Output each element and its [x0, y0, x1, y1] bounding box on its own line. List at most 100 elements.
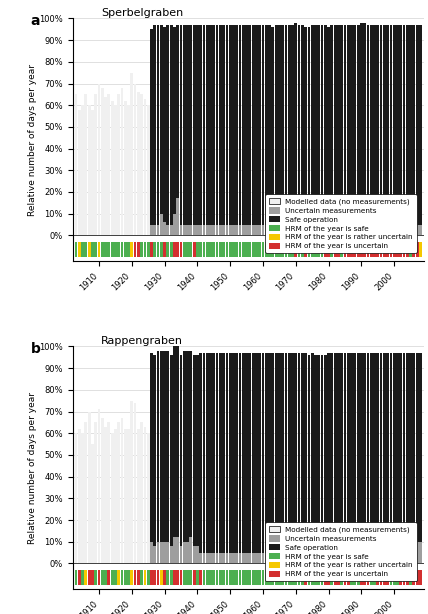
Bar [354, 25, 356, 225]
Bar [285, 353, 287, 553]
Bar [209, 225, 212, 235]
Bar [318, 546, 320, 564]
Bar [104, 427, 107, 564]
Bar [271, 27, 274, 229]
Bar [232, 553, 235, 564]
Bar [190, 25, 192, 225]
Bar [88, 105, 91, 235]
Bar [104, 570, 107, 585]
Bar [193, 570, 196, 585]
Bar [380, 570, 383, 585]
Bar [229, 242, 232, 257]
Bar [193, 546, 196, 564]
Bar [235, 353, 238, 553]
Bar [98, 242, 101, 257]
Bar [370, 25, 373, 225]
Bar [413, 353, 415, 542]
Bar [180, 355, 182, 546]
Bar [324, 546, 327, 564]
Bar [153, 242, 156, 257]
Bar [176, 242, 179, 257]
Bar [150, 225, 153, 235]
Bar [340, 570, 343, 585]
Bar [376, 570, 379, 585]
Bar [357, 242, 360, 257]
Bar [206, 570, 208, 585]
Bar [409, 242, 412, 257]
Bar [344, 570, 346, 585]
Bar [84, 570, 87, 585]
Bar [337, 570, 340, 585]
Bar [337, 25, 340, 214]
Bar [278, 553, 281, 564]
Bar [235, 242, 238, 257]
Bar [190, 570, 192, 585]
Bar [265, 242, 268, 257]
Bar [212, 353, 215, 553]
Bar [219, 242, 222, 257]
Bar [347, 537, 350, 564]
Bar [196, 546, 199, 564]
Bar [311, 25, 314, 225]
Bar [363, 537, 366, 564]
Bar [153, 546, 156, 564]
Bar [419, 542, 422, 564]
Bar [311, 542, 314, 564]
Bar [163, 570, 166, 585]
Bar [350, 25, 353, 225]
Bar [403, 225, 405, 235]
Bar [245, 225, 248, 235]
Bar [393, 570, 395, 585]
Bar [232, 353, 235, 553]
Bar [340, 225, 343, 235]
Bar [285, 242, 287, 257]
Bar [334, 353, 336, 542]
Bar [193, 25, 196, 225]
Bar [360, 242, 363, 257]
Bar [127, 105, 130, 235]
Bar [245, 553, 248, 564]
Bar [262, 225, 265, 235]
Bar [291, 242, 294, 257]
Text: Rappengraben: Rappengraben [101, 336, 183, 346]
Bar [216, 225, 218, 235]
Bar [409, 570, 412, 585]
Bar [376, 25, 379, 225]
Bar [147, 242, 150, 257]
Bar [222, 553, 225, 564]
Bar [288, 353, 291, 553]
Bar [101, 570, 104, 585]
Bar [357, 225, 360, 235]
Bar [84, 242, 87, 257]
Bar [294, 23, 297, 222]
Bar [235, 25, 238, 225]
Bar [406, 353, 409, 542]
Bar [170, 242, 172, 257]
Bar [219, 25, 222, 225]
Bar [249, 225, 251, 235]
Bar [255, 570, 258, 585]
Bar [366, 225, 369, 235]
Bar [199, 242, 202, 257]
Bar [245, 25, 248, 225]
Bar [298, 242, 300, 257]
Bar [373, 353, 376, 542]
Bar [271, 229, 274, 235]
Bar [360, 570, 363, 585]
Bar [226, 25, 228, 225]
Bar [278, 353, 281, 553]
Bar [304, 242, 307, 257]
Bar [235, 225, 238, 235]
Bar [202, 353, 205, 553]
Bar [229, 570, 232, 585]
Bar [389, 570, 392, 585]
Bar [107, 95, 110, 235]
Bar [209, 570, 212, 585]
Bar [98, 410, 101, 564]
Bar [239, 553, 241, 564]
Bar [160, 570, 163, 585]
Bar [229, 353, 232, 553]
Bar [357, 542, 360, 564]
Bar [406, 570, 409, 585]
Bar [242, 225, 245, 235]
